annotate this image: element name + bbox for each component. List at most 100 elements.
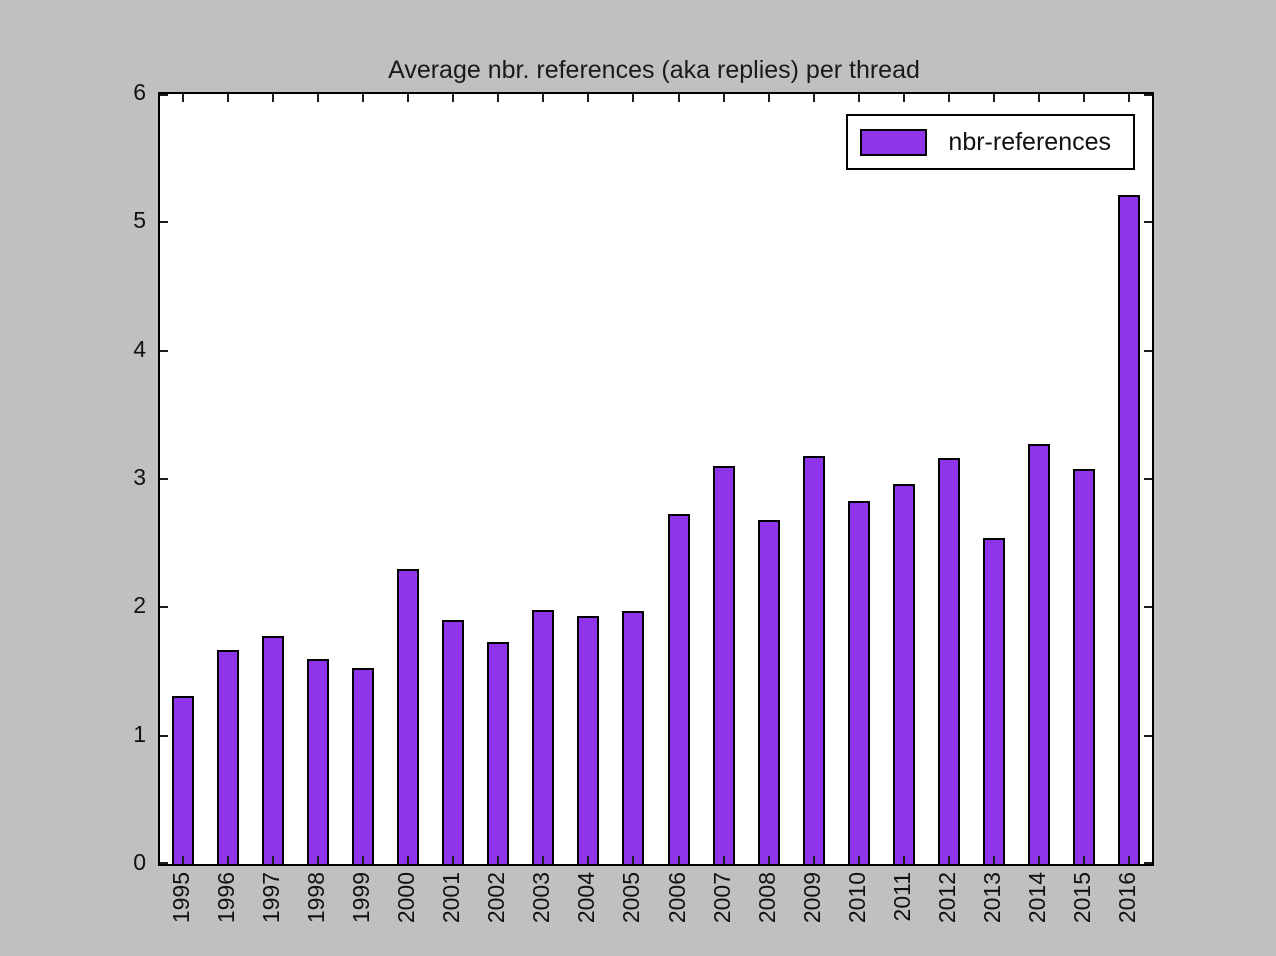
bar-1997 — [261, 636, 284, 864]
x-tick-top-1999 — [361, 94, 364, 102]
x-tick-top-2009 — [812, 94, 815, 102]
bar-2011 — [893, 484, 915, 864]
x-tick-top-1995 — [181, 94, 184, 102]
y-tick-right-6 — [1144, 94, 1152, 96]
x-tick-bottom-2016 — [1128, 856, 1131, 864]
y-tick-left-6 — [160, 94, 168, 96]
y-tick-left-3 — [160, 478, 168, 480]
y-tick-left-4 — [160, 349, 168, 352]
x-tick-label-1999: 1999 — [347, 872, 374, 924]
bar-2012 — [938, 458, 961, 864]
x-tick-label-2001: 2001 — [438, 872, 465, 924]
x-tick-bottom-2011 — [903, 856, 905, 864]
y-tick-right-0 — [1144, 862, 1152, 864]
x-tick-bottom-1996 — [226, 856, 229, 864]
x-tick-label-2005: 2005 — [618, 872, 645, 924]
bar-2003 — [532, 610, 555, 864]
y-tick-right-2 — [1144, 606, 1152, 609]
bar-2008 — [757, 520, 780, 864]
x-tick-bottom-2012 — [948, 856, 951, 864]
bar-2006 — [667, 514, 690, 864]
y-tick-left-2 — [160, 606, 168, 609]
x-tick-label-1998: 1998 — [302, 872, 329, 924]
bar-1995 — [171, 696, 194, 864]
bar-2014 — [1028, 444, 1051, 864]
x-tick-top-1997 — [271, 94, 274, 102]
x-tick-bottom-2014 — [1038, 856, 1041, 864]
x-tick-top-2007 — [722, 94, 725, 102]
x-tick-label-1995: 1995 — [167, 872, 194, 924]
x-tick-bottom-1995 — [181, 856, 184, 864]
legend-swatch — [860, 128, 928, 156]
bar-2005 — [622, 611, 645, 864]
x-tick-top-2014 — [1038, 94, 1041, 102]
x-tick-top-1996 — [226, 94, 229, 102]
x-tick-bottom-2013 — [993, 856, 996, 864]
x-tick-bottom-1997 — [271, 856, 274, 864]
x-tick-top-2010 — [857, 94, 860, 102]
x-tick-label-2009: 2009 — [798, 872, 825, 924]
x-tick-label-2006: 2006 — [663, 872, 690, 924]
x-tick-bottom-2002 — [497, 856, 500, 864]
chart-title: Average nbr. references (aka replies) pe… — [388, 56, 920, 84]
y-tick-label-2: 2 — [133, 592, 146, 619]
x-tick-bottom-2010 — [857, 856, 860, 864]
x-tick-top-2000 — [407, 94, 409, 102]
x-tick-top-2006 — [677, 94, 680, 102]
x-tick-bottom-2009 — [812, 856, 815, 864]
x-tick-label-2012: 2012 — [934, 872, 961, 924]
x-tick-bottom-2008 — [767, 856, 770, 864]
bar-2009 — [802, 456, 825, 864]
x-tick-label-2013: 2013 — [979, 872, 1006, 924]
x-tick-label-2003: 2003 — [528, 872, 555, 924]
x-tick-top-2015 — [1083, 94, 1086, 102]
y-tick-right-4 — [1144, 349, 1152, 352]
x-tick-top-2003 — [542, 94, 545, 102]
x-tick-top-2012 — [948, 94, 951, 102]
bar-2000 — [397, 569, 419, 864]
y-tick-label-3: 3 — [133, 464, 146, 490]
x-tick-label-2010: 2010 — [843, 872, 870, 924]
y-tick-label-5: 5 — [133, 207, 146, 234]
y-tick-right-5 — [1144, 221, 1152, 224]
x-tick-label-2008: 2008 — [753, 872, 780, 924]
x-tick-label-2011: 2011 — [889, 872, 915, 922]
bar-1999 — [351, 668, 374, 864]
y-tick-label-1: 1 — [133, 720, 146, 747]
x-tick-bottom-1998 — [316, 856, 319, 864]
x-tick-label-2014: 2014 — [1024, 872, 1051, 924]
bar-1998 — [306, 659, 329, 864]
bar-2016 — [1118, 195, 1141, 864]
plot-area: nbr-references — [158, 92, 1154, 866]
x-tick-top-2002 — [497, 94, 500, 102]
x-tick-top-1998 — [316, 94, 319, 102]
x-tick-bottom-2015 — [1083, 856, 1086, 864]
y-tick-left-0 — [160, 862, 168, 864]
x-tick-top-2008 — [767, 94, 770, 102]
x-tick-top-2013 — [993, 94, 996, 102]
x-tick-bottom-2004 — [587, 856, 590, 864]
y-tick-label-4: 4 — [133, 335, 146, 362]
bar-2010 — [847, 501, 870, 864]
x-tick-bottom-2007 — [722, 856, 725, 864]
y-tick-right-1 — [1144, 734, 1152, 737]
x-tick-label-1997: 1997 — [257, 872, 284, 924]
legend: nbr-references — [846, 114, 1135, 170]
x-tick-bottom-2000 — [407, 856, 409, 864]
y-tick-right-3 — [1144, 478, 1152, 480]
x-tick-label-1996: 1996 — [212, 872, 239, 924]
x-tick-label-2002: 2002 — [483, 872, 510, 924]
bar-2004 — [577, 616, 600, 864]
y-tick-label-6: 6 — [133, 79, 146, 105]
x-tick-top-2005 — [632, 94, 635, 102]
x-tick-bottom-2005 — [632, 856, 635, 864]
x-tick-top-2016 — [1128, 94, 1131, 102]
x-tick-bottom-2003 — [542, 856, 545, 864]
bar-2013 — [983, 538, 1006, 864]
x-tick-label-2004: 2004 — [573, 872, 600, 924]
x-tick-label-2016: 2016 — [1114, 872, 1141, 924]
x-tick-top-2004 — [587, 94, 590, 102]
x-tick-top-2011 — [903, 94, 905, 102]
y-tick-left-5 — [160, 221, 168, 224]
